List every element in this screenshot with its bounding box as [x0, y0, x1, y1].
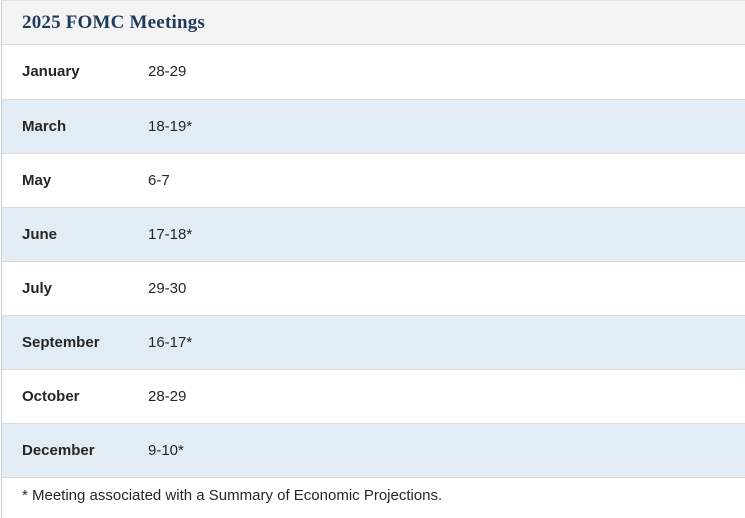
month-label: March	[2, 98, 147, 153]
month-label: January	[22, 63, 80, 81]
panel-header: 2025 FOMC Meetings	[2, 1, 745, 45]
meeting-dates: 6-7	[147, 152, 745, 207]
table-row: May 6-7	[2, 152, 745, 207]
table-row: March 18-19*	[2, 98, 745, 153]
meeting-dates: 29-30	[147, 260, 745, 315]
month-label: July	[2, 260, 147, 315]
month-label: December	[2, 422, 147, 477]
table-row: July 29-30	[2, 260, 745, 315]
sep-footnote: * Meeting associated with a Summary of E…	[2, 477, 745, 514]
table-row: June 17-18*	[2, 206, 745, 261]
month-label: October	[2, 368, 147, 423]
month-label: May	[2, 152, 147, 207]
table-row: January 28-29	[2, 45, 745, 99]
meeting-dates: 17-18*	[147, 206, 745, 261]
meeting-dates: 9-10*	[147, 422, 745, 477]
table-row: October 28-29	[2, 368, 745, 423]
table-row: December 9-10*	[2, 422, 745, 477]
table-row: September 16-17*	[2, 314, 745, 369]
meeting-dates: 28-29	[147, 368, 745, 423]
month-label: September	[2, 314, 147, 369]
month-label: June	[2, 206, 147, 261]
meetings-table: January 28-29 March 18-19* May 6-7 June …	[2, 45, 745, 477]
meeting-dates: 18-19*	[147, 98, 745, 153]
meeting-dates: 28-29	[148, 63, 187, 81]
page-title: 2025 FOMC Meetings	[22, 12, 206, 33]
meeting-dates: 16-17*	[147, 314, 745, 369]
